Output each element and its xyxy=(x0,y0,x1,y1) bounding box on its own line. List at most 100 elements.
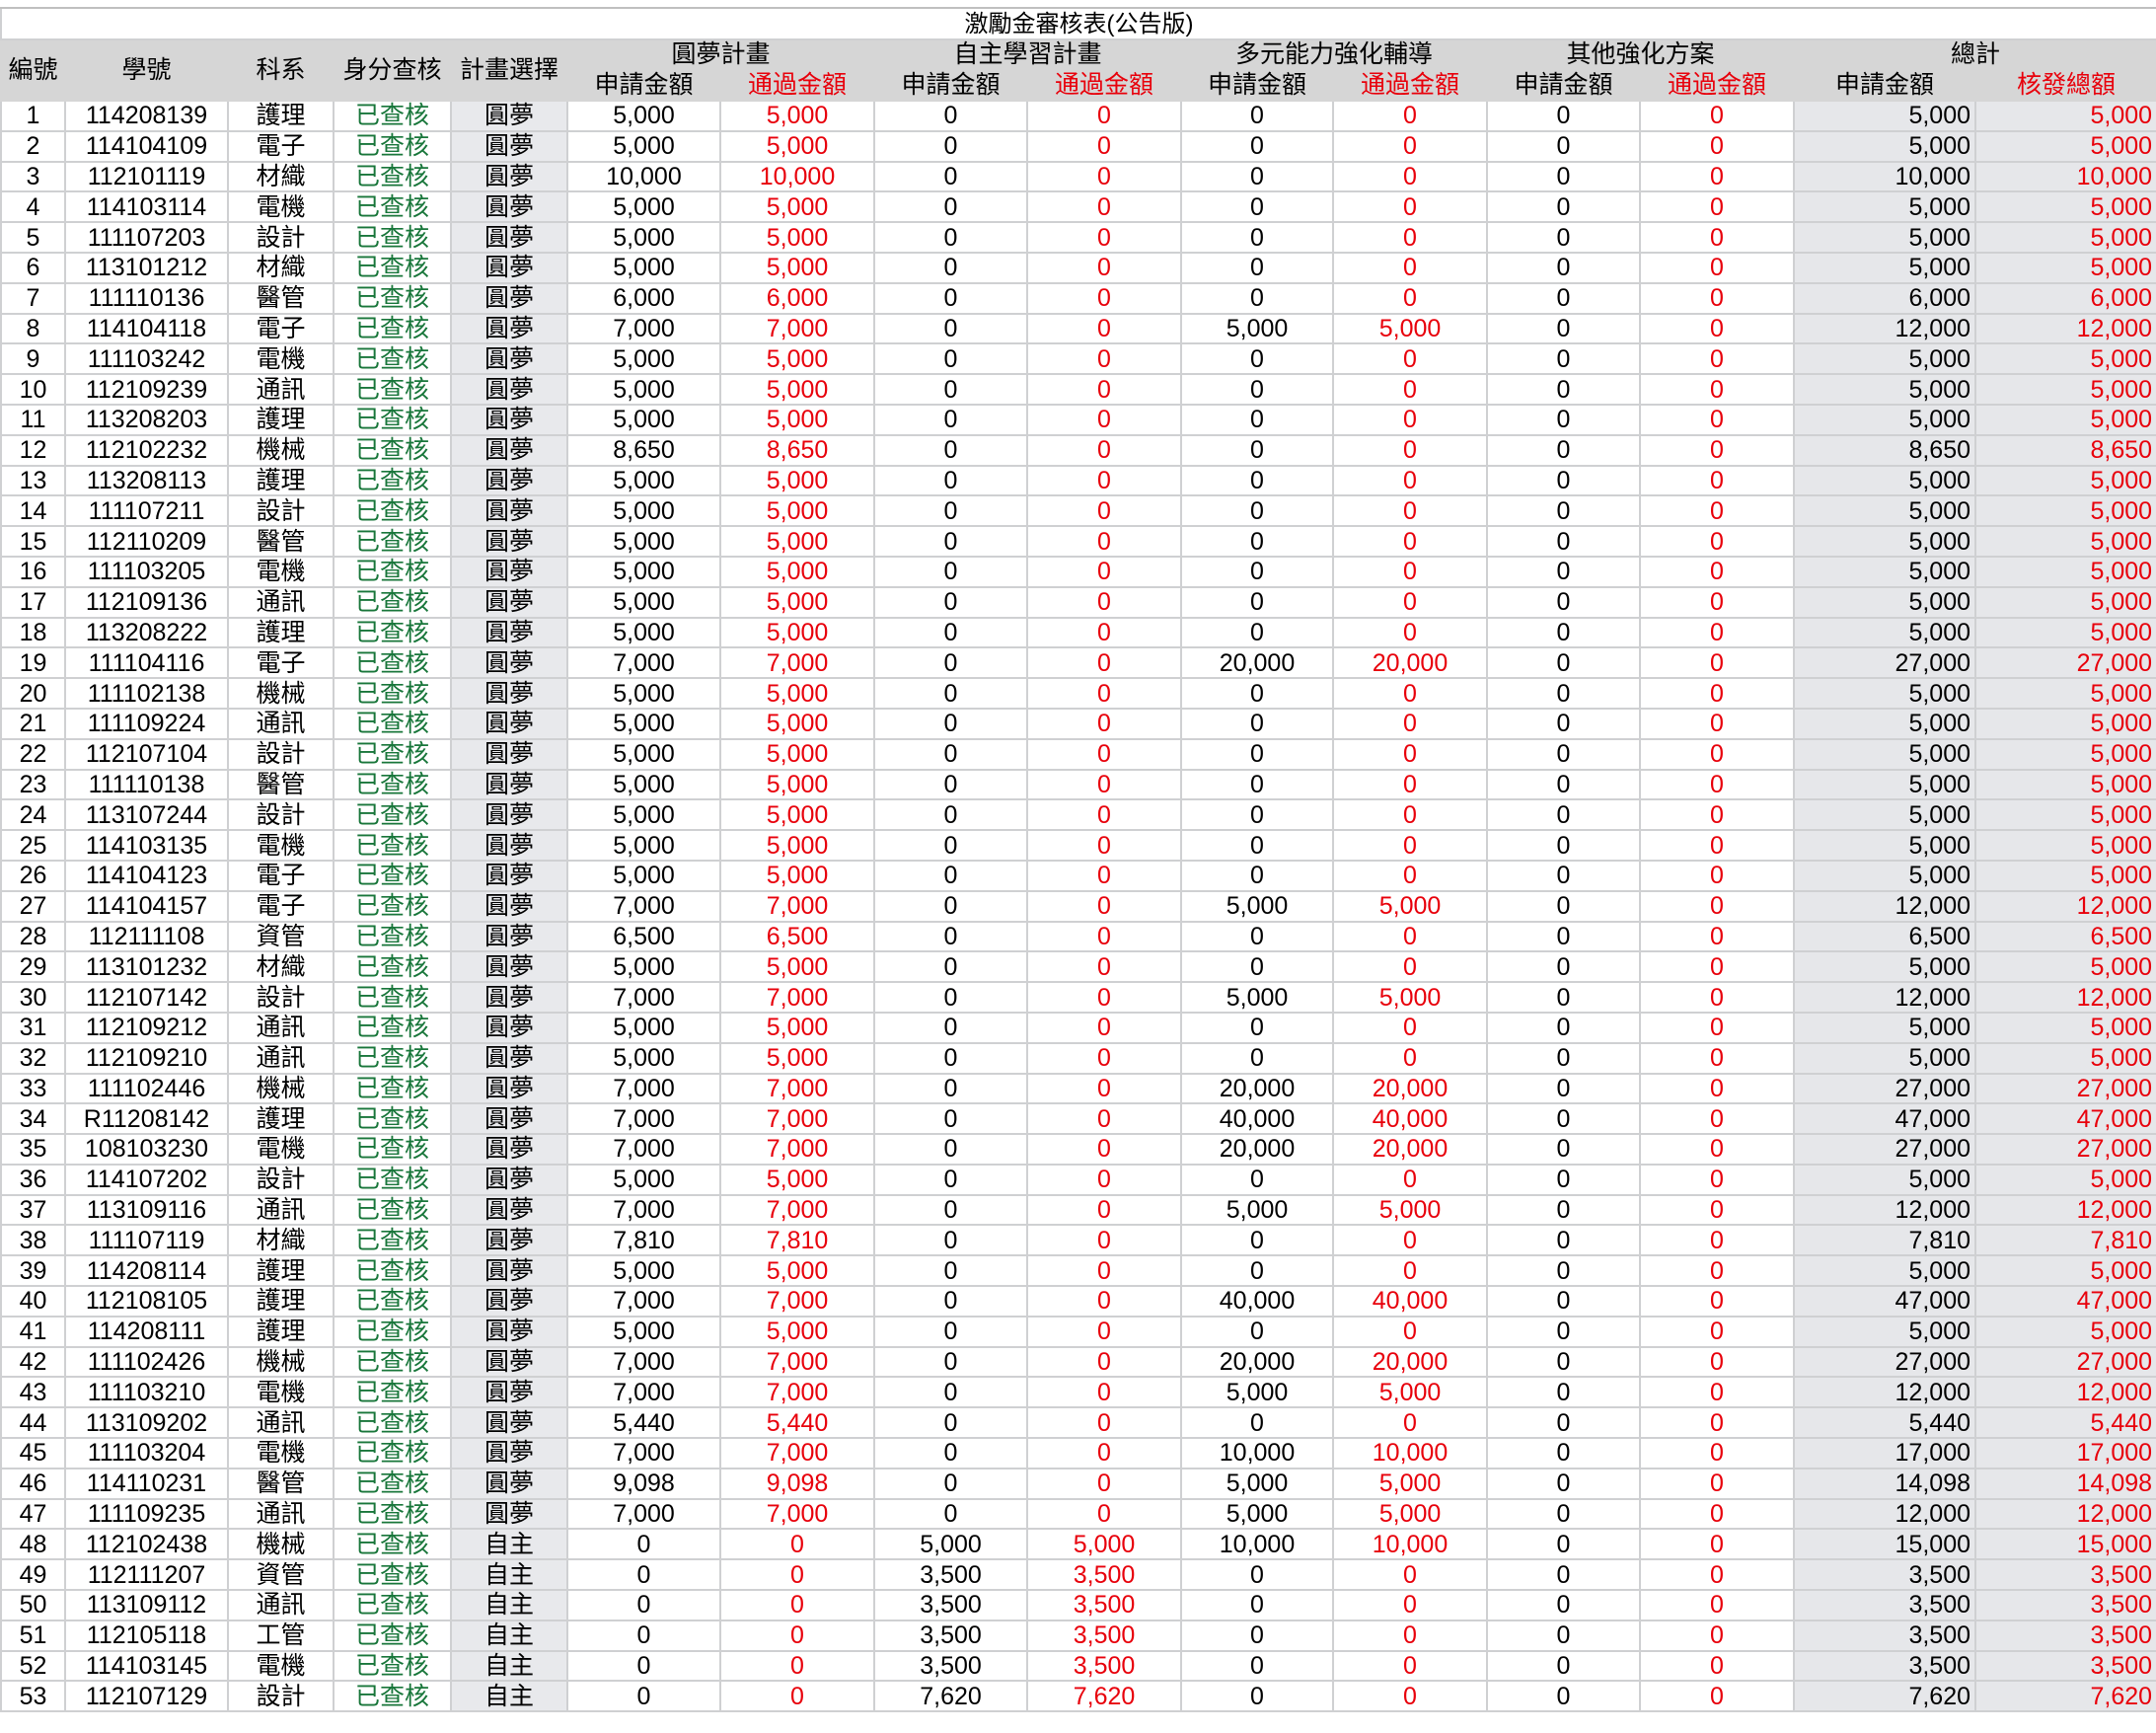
cell-other-approved[interactable]: 0 xyxy=(1639,1376,1795,1409)
cell-dream-apply[interactable]: 5,000 xyxy=(566,342,721,376)
cell-total-issued[interactable]: 5,000 xyxy=(1973,1011,2156,1044)
cell-no[interactable]: 36 xyxy=(0,1163,66,1196)
cell-identity-check[interactable]: 已查核 xyxy=(333,312,452,345)
cell-total-apply[interactable]: 7,620 xyxy=(1793,1680,1976,1713)
cell-total-issued[interactable]: 5,000 xyxy=(1973,798,2156,832)
cell-no[interactable]: 49 xyxy=(0,1558,66,1592)
cell-total-issued[interactable]: 7,810 xyxy=(1973,1224,2156,1257)
cell-student-id[interactable]: 114110231 xyxy=(64,1467,229,1500)
cell-self-apply[interactable]: 0 xyxy=(873,950,1028,984)
cell-dept[interactable]: 通訊 xyxy=(227,1497,335,1531)
cell-multi-approved[interactable]: 0 xyxy=(1332,555,1488,588)
cell-total-apply[interactable]: 5,000 xyxy=(1793,707,1976,740)
cell-other-apply[interactable]: 0 xyxy=(1486,1680,1641,1713)
cell-multi-apply[interactable]: 20,000 xyxy=(1180,1072,1334,1105)
cell-dream-apply[interactable]: 7,000 xyxy=(566,1102,721,1136)
cell-multi-approved[interactable]: 0 xyxy=(1332,403,1488,436)
cell-other-approved[interactable]: 0 xyxy=(1639,525,1795,558)
cell-total-apply[interactable]: 12,000 xyxy=(1793,1193,1976,1227)
cell-total-issued[interactable]: 5,000 xyxy=(1973,677,2156,710)
cell-other-apply[interactable]: 0 xyxy=(1486,1315,1641,1348)
cell-no[interactable]: 1 xyxy=(0,100,66,132)
cell-no[interactable]: 44 xyxy=(0,1406,66,1440)
cell-multi-apply[interactable]: 0 xyxy=(1180,373,1334,406)
cell-dream-apply[interactable]: 5,000 xyxy=(566,1041,721,1075)
cell-plan-choice[interactable]: 圓夢 xyxy=(450,1163,568,1196)
cell-dream-apply[interactable]: 0 xyxy=(566,1680,721,1713)
cell-multi-approved[interactable]: 0 xyxy=(1332,251,1488,284)
cell-self-apply[interactable]: 0 xyxy=(873,433,1028,467)
cell-other-approved[interactable]: 0 xyxy=(1639,1406,1795,1440)
cell-total-issued[interactable]: 5,000 xyxy=(1973,342,2156,376)
cell-plan-choice[interactable]: 圓夢 xyxy=(450,950,568,984)
cell-dream-apply[interactable]: 5,000 xyxy=(566,251,721,284)
cell-self-approved[interactable]: 0 xyxy=(1026,1224,1182,1257)
cell-student-id[interactable]: 113107244 xyxy=(64,798,229,832)
cell-other-approved[interactable]: 0 xyxy=(1639,737,1795,771)
cell-dream-approved[interactable]: 5,000 xyxy=(719,1041,875,1075)
cell-dept[interactable]: 材織 xyxy=(227,1224,335,1257)
cell-total-apply[interactable]: 3,500 xyxy=(1793,1558,1976,1592)
cell-total-apply[interactable]: 5,000 xyxy=(1793,677,1976,710)
cell-dream-apply[interactable]: 7,000 xyxy=(566,1376,721,1409)
cell-multi-approved[interactable]: 0 xyxy=(1332,950,1488,984)
cell-no[interactable]: 8 xyxy=(0,312,66,345)
cell-dream-apply[interactable]: 7,000 xyxy=(566,312,721,345)
cell-total-apply[interactable]: 5,000 xyxy=(1793,342,1976,376)
cell-other-apply[interactable]: 0 xyxy=(1486,798,1641,832)
cell-identity-check[interactable]: 已查核 xyxy=(333,555,452,588)
cell-self-approved[interactable]: 3,500 xyxy=(1026,1619,1182,1652)
cell-dream-approved[interactable]: 10,000 xyxy=(719,160,875,193)
cell-dream-apply[interactable]: 0 xyxy=(566,1619,721,1652)
cell-student-id[interactable]: 112109210 xyxy=(64,1041,229,1075)
cell-dream-apply[interactable]: 5,000 xyxy=(566,403,721,436)
cell-total-issued[interactable]: 5,000 xyxy=(1973,585,2156,619)
cell-self-apply[interactable]: 0 xyxy=(873,829,1028,862)
cell-dream-apply[interactable]: 0 xyxy=(566,1528,721,1561)
cell-self-approved[interactable]: 0 xyxy=(1026,768,1182,801)
cell-total-apply[interactable]: 10,000 xyxy=(1793,160,1976,193)
cell-plan-choice[interactable]: 圓夢 xyxy=(450,1133,568,1166)
cell-self-approved[interactable]: 0 xyxy=(1026,1497,1182,1531)
cell-dept[interactable]: 電機 xyxy=(227,342,335,376)
cell-self-approved[interactable]: 0 xyxy=(1026,981,1182,1014)
cell-dept[interactable]: 設計 xyxy=(227,981,335,1014)
cell-dream-approved[interactable]: 0 xyxy=(719,1619,875,1652)
cell-identity-check[interactable]: 已查核 xyxy=(333,1011,452,1044)
cell-total-apply[interactable]: 3,500 xyxy=(1793,1649,1976,1683)
cell-multi-approved[interactable]: 10,000 xyxy=(1332,1528,1488,1561)
cell-dream-apply[interactable]: 5,000 xyxy=(566,555,721,588)
cell-identity-check[interactable]: 已查核 xyxy=(333,403,452,436)
cell-self-approved[interactable]: 0 xyxy=(1026,920,1182,953)
cell-student-id[interactable]: 112107142 xyxy=(64,981,229,1014)
cell-dream-approved[interactable]: 5,000 xyxy=(719,950,875,984)
cell-plan-choice[interactable]: 圓夢 xyxy=(450,646,568,680)
cell-multi-approved[interactable]: 0 xyxy=(1332,494,1488,528)
cell-dream-approved[interactable]: 8,650 xyxy=(719,433,875,467)
cell-plan-choice[interactable]: 自主 xyxy=(450,1680,568,1713)
cell-total-apply[interactable]: 12,000 xyxy=(1793,889,1976,923)
cell-total-issued[interactable]: 47,000 xyxy=(1973,1285,2156,1318)
cell-dream-apply[interactable]: 5,000 xyxy=(566,494,721,528)
cell-plan-choice[interactable]: 自主 xyxy=(450,1528,568,1561)
cell-dream-approved[interactable]: 0 xyxy=(719,1680,875,1713)
cell-dream-approved[interactable]: 5,000 xyxy=(719,768,875,801)
cell-plan-choice[interactable]: 圓夢 xyxy=(450,433,568,467)
cell-self-apply[interactable]: 0 xyxy=(873,1011,1028,1044)
cell-total-issued[interactable]: 47,000 xyxy=(1973,1102,2156,1136)
cell-other-apply[interactable]: 0 xyxy=(1486,464,1641,497)
cell-total-apply[interactable]: 5,000 xyxy=(1793,1315,1976,1348)
cell-multi-apply[interactable]: 40,000 xyxy=(1180,1285,1334,1318)
cell-self-approved[interactable]: 0 xyxy=(1026,1133,1182,1166)
cell-dept[interactable]: 電子 xyxy=(227,312,335,345)
cell-total-apply[interactable]: 3,500 xyxy=(1793,1619,1976,1652)
cell-other-apply[interactable]: 0 xyxy=(1486,342,1641,376)
cell-multi-approved[interactable]: 5,000 xyxy=(1332,1376,1488,1409)
cell-student-id[interactable]: 114104118 xyxy=(64,312,229,345)
cell-self-approved[interactable]: 0 xyxy=(1026,1163,1182,1196)
cell-multi-apply[interactable]: 0 xyxy=(1180,1649,1334,1683)
cell-dream-apply[interactable]: 6,000 xyxy=(566,281,721,315)
cell-dream-apply[interactable]: 5,000 xyxy=(566,737,721,771)
cell-multi-apply[interactable]: 0 xyxy=(1180,1224,1334,1257)
cell-dept[interactable]: 醫管 xyxy=(227,1467,335,1500)
